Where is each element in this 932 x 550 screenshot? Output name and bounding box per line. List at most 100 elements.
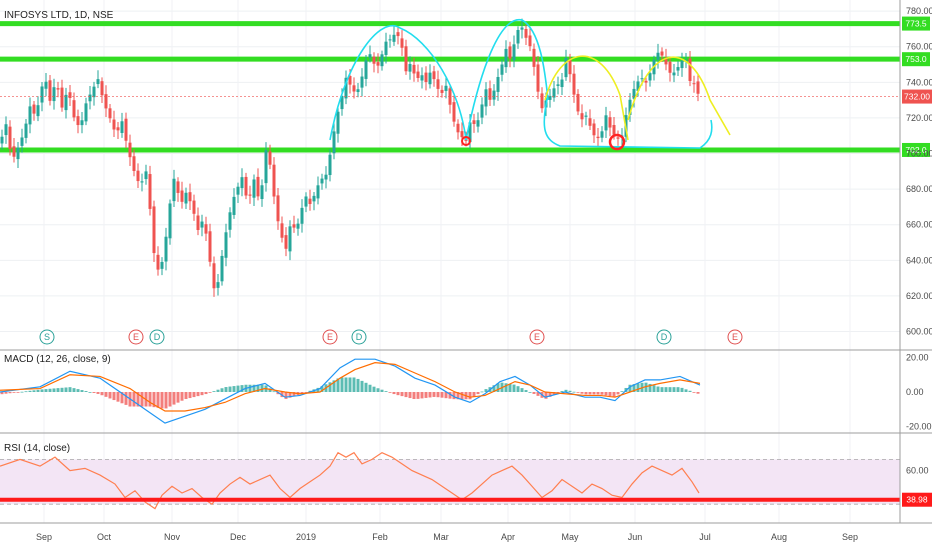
macd-histogram-bar <box>96 392 100 394</box>
macd-histogram-bar <box>620 391 624 392</box>
candle-body <box>492 90 496 100</box>
price-tick-label: 600.00 <box>906 327 932 337</box>
candle-body <box>228 212 232 230</box>
macd-histogram-bar <box>512 384 516 392</box>
candle-body <box>80 120 84 126</box>
rsi-title: RSI (14, close) <box>4 443 70 454</box>
candle-body <box>176 181 180 193</box>
x-tick-label: Jun <box>628 532 643 542</box>
macd-histogram-bar <box>68 387 72 392</box>
candle-series: 732.00 <box>0 18 932 297</box>
candle-body <box>296 223 300 229</box>
candle-body <box>168 203 172 239</box>
macd-histogram-bar <box>200 392 204 396</box>
candle-body <box>576 93 580 112</box>
candle-body <box>672 72 676 76</box>
macd-histogram-bar <box>24 391 28 393</box>
red-circle-marker <box>608 133 626 151</box>
x-tick-label: 2019 <box>296 532 316 542</box>
candle-body <box>284 235 288 249</box>
candle-body <box>4 124 8 136</box>
candle-body <box>32 104 36 114</box>
macd-histogram-bar <box>340 377 344 392</box>
candle-body <box>444 85 448 91</box>
candle-body <box>48 80 52 101</box>
candle-body <box>332 131 336 154</box>
level-price-tag <box>902 16 930 31</box>
macd-histogram-bar <box>136 392 140 407</box>
candle-body <box>456 123 460 133</box>
macd-histogram-bar <box>192 392 196 398</box>
macd-histogram-bar <box>432 392 436 397</box>
candle-body <box>484 89 488 107</box>
candle-body <box>496 76 500 92</box>
macd-histogram-bar <box>8 392 12 394</box>
macd-histogram-bar <box>0 392 4 395</box>
macd-histogram-bar <box>476 392 480 395</box>
candle-body <box>172 178 176 202</box>
macd-histogram-bar <box>408 392 412 399</box>
macd-tick-label: 0.00 <box>906 387 924 397</box>
candle-body <box>0 136 4 144</box>
macd-histogram-bar <box>84 391 88 392</box>
candle-body <box>232 196 236 215</box>
candle-body <box>136 170 140 182</box>
macd-histogram-bar <box>644 382 648 392</box>
candle-body <box>152 206 156 254</box>
macd-tick-label: -20.00 <box>906 422 932 432</box>
candle-body <box>264 150 268 184</box>
candle-body <box>72 100 76 118</box>
candle-body <box>500 64 504 75</box>
candle-body <box>404 46 408 72</box>
macd-histogram-bar <box>628 384 632 392</box>
macd-histogram-bar <box>656 386 660 392</box>
macd-histogram-bar <box>80 390 84 392</box>
macd-histogram-bar <box>652 385 656 392</box>
macd-histogram-bar <box>188 392 192 399</box>
pattern-drawings[interactable] <box>329 19 731 151</box>
candle-body <box>200 221 204 228</box>
macd-histogram-bar <box>504 383 508 392</box>
candle-body <box>104 94 108 109</box>
price-tick-label: 660.00 <box>906 220 932 230</box>
candle-body <box>92 86 96 98</box>
macd-histogram-bar <box>584 392 588 395</box>
macd-histogram-bar <box>592 392 596 395</box>
candle-body <box>348 76 352 85</box>
candle-body <box>84 103 88 122</box>
candle-body <box>116 127 120 131</box>
candle-body <box>508 46 512 59</box>
candle-body <box>564 57 568 78</box>
candle-body <box>20 137 24 146</box>
event-label: D <box>356 332 363 342</box>
macd-histogram-bar <box>440 392 444 398</box>
macd-histogram-bar <box>492 385 496 392</box>
candle-body <box>428 72 432 85</box>
macd-histogram-bar <box>284 392 288 399</box>
candle-body <box>132 156 136 171</box>
macd-histogram-bar <box>616 392 620 395</box>
yellow-arc-right <box>627 56 731 136</box>
candle-body <box>292 224 296 228</box>
candle-body <box>664 57 668 65</box>
candle-body <box>628 99 632 115</box>
candle-body <box>212 263 216 289</box>
candle-body <box>384 41 388 55</box>
candle-body <box>28 106 32 125</box>
macd-line <box>0 358 701 424</box>
macd-histogram-bar <box>164 392 168 409</box>
horizontal-levels[interactable]: 773.5 753.0 702.0 <box>0 16 930 157</box>
candle-body <box>668 61 672 73</box>
price-tick-label: 740.00 <box>906 77 932 87</box>
macd-histogram-bar <box>580 392 584 394</box>
candle-body <box>316 185 320 199</box>
candle-body <box>400 38 404 48</box>
macd-histogram-bar <box>368 384 372 392</box>
candle-body <box>688 58 692 81</box>
candle-body <box>420 75 424 81</box>
candle-body <box>460 131 464 138</box>
macd-histogram-bar <box>604 392 608 396</box>
